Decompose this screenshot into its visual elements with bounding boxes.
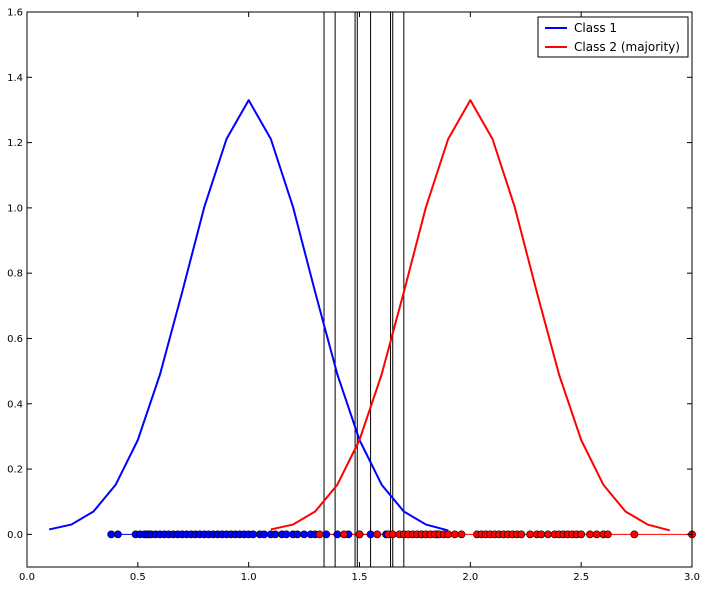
legend-box xyxy=(537,16,689,58)
y-tick-label: 1.0 xyxy=(7,203,23,214)
sample-point xyxy=(340,530,348,539)
sample-point xyxy=(293,530,302,539)
sample-point xyxy=(630,530,639,539)
y-tick-label: 0.8 xyxy=(7,269,23,280)
legend: Class 1 Class 2 (majority) xyxy=(537,16,689,58)
sample-point xyxy=(544,530,552,539)
sample-point xyxy=(113,530,122,539)
sample-point xyxy=(260,530,269,539)
legend-label: Class 1 xyxy=(574,21,617,35)
x-tick-label: 1.5 xyxy=(352,572,368,583)
sample-point xyxy=(450,530,459,539)
sample-point xyxy=(282,530,291,539)
x-tick-label: 0.5 xyxy=(130,572,146,583)
sample-point xyxy=(577,530,586,539)
x-tick-label: 2.0 xyxy=(462,572,478,583)
sample-point xyxy=(300,530,308,539)
legend-label: Class 2 (majority) xyxy=(574,40,680,54)
sample-point xyxy=(457,530,466,539)
sample-point xyxy=(388,530,397,539)
y-tick-label: 1.2 xyxy=(7,138,23,149)
sample-point xyxy=(373,530,382,539)
sample-point xyxy=(592,530,601,539)
sample-point xyxy=(355,530,364,539)
sample-point xyxy=(333,530,342,539)
sample-point xyxy=(271,530,280,539)
x-tick-label: 0.0 xyxy=(19,572,35,583)
sample-point xyxy=(586,530,594,539)
axes-frame xyxy=(26,11,693,568)
y-tick-label: 0.0 xyxy=(7,530,23,541)
sample-point xyxy=(517,530,526,539)
plot-area xyxy=(48,12,696,567)
sample-point xyxy=(444,530,453,539)
axes: 0.0 0.5 1.0 1.5 2.0 2.5 3.0 0.0 0.2 0.4 0.6 0.8 1.0 1… xyxy=(7,8,700,584)
sample-point xyxy=(249,530,257,539)
x-tick-label: 1.0 xyxy=(241,572,257,583)
sample-point xyxy=(603,530,612,539)
density-curve-line xyxy=(48,99,449,532)
sample-point xyxy=(322,530,331,539)
x-tick-label: 2.5 xyxy=(573,572,589,583)
sample-point xyxy=(366,530,375,539)
y-tick-label: 1.6 xyxy=(7,8,23,19)
sample-point xyxy=(537,530,546,539)
density-curve-line xyxy=(270,99,671,532)
y-tick-label: 0.4 xyxy=(7,399,23,410)
y-tick-label: 0.2 xyxy=(7,465,23,476)
y-tick-label: 0.6 xyxy=(7,334,23,345)
y-tick-label: 1.4 xyxy=(7,73,23,84)
sample-point xyxy=(107,530,116,539)
x-tick-label: 3.0 xyxy=(684,572,700,583)
sample-point xyxy=(526,530,535,539)
sample-point xyxy=(315,530,324,539)
